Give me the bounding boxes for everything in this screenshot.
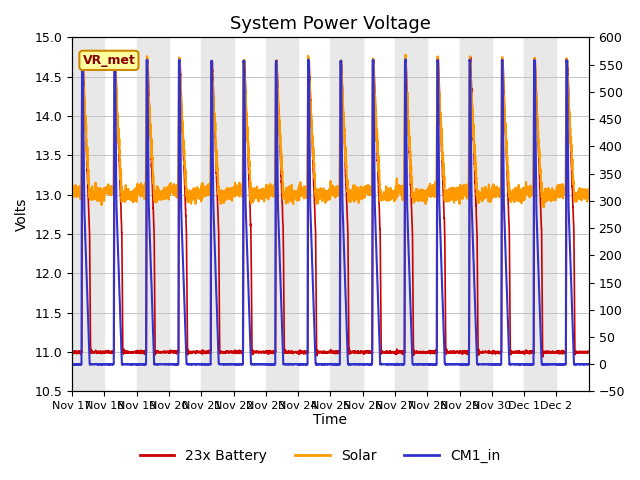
Bar: [266, 37, 298, 392]
Legend: 23x Battery, Solar, CM1_in: 23x Battery, Solar, CM1_in: [134, 443, 506, 468]
Bar: [72, 37, 104, 392]
Title: System Power Voltage: System Power Voltage: [230, 15, 431, 33]
Bar: [524, 37, 557, 392]
Bar: [137, 37, 169, 392]
Bar: [202, 37, 234, 392]
X-axis label: Time: Time: [314, 413, 348, 427]
Bar: [330, 37, 363, 392]
Text: VR_met: VR_met: [83, 54, 136, 67]
Bar: [460, 37, 492, 392]
Y-axis label: Volts: Volts: [15, 198, 29, 231]
Bar: [395, 37, 428, 392]
